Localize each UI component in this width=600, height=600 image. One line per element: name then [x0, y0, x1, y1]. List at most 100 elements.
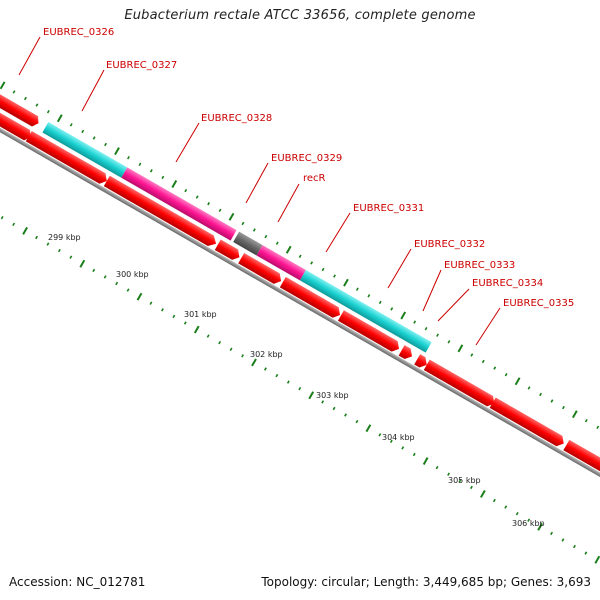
tick-mark — [550, 531, 553, 536]
tick-mark — [344, 413, 347, 417]
cds-0337[interactable] — [563, 439, 600, 477]
tick-mark — [172, 314, 176, 319]
tick-mark — [81, 129, 85, 134]
tick-mark — [35, 235, 38, 240]
cds-0332[interactable] — [337, 310, 402, 354]
tick-mark — [114, 147, 120, 156]
tick-mark — [193, 325, 200, 334]
tick-mark — [241, 354, 244, 358]
tick-mark — [470, 485, 473, 490]
gene-label-EUBREC_0326[interactable]: EUBREC_0326 — [43, 27, 114, 38]
tick-mark — [310, 261, 314, 265]
kbp-label-303: 303 kbp — [316, 391, 349, 400]
kbp-label-301: 301 kbp — [184, 310, 217, 319]
tick-mark — [493, 366, 497, 370]
tick-mark — [69, 123, 73, 127]
tick-mark — [103, 275, 107, 279]
tick-mark — [504, 505, 508, 509]
tick-mark — [355, 287, 359, 291]
tick-mark — [537, 522, 543, 531]
tick-mark — [206, 334, 210, 338]
tick-mark — [104, 142, 107, 147]
kbp-label-299: 299 kbp — [48, 233, 81, 242]
tick-mark — [127, 156, 130, 160]
tick-mark — [275, 373, 279, 378]
cds-0326[interactable] — [0, 107, 33, 142]
tick-mark — [527, 518, 531, 522]
cds-0328[interactable] — [103, 175, 219, 249]
gene-label-EUBREC_0331[interactable]: EUBREC_0331 — [353, 203, 424, 214]
tick-mark — [480, 489, 486, 498]
gene-EUBREC_0326-feature[interactable] — [0, 93, 41, 128]
gene-label-EUBREC_0328[interactable]: EUBREC_0328 — [201, 113, 272, 124]
cds-0334[interactable] — [414, 354, 430, 370]
gene-label-EUBREC_0332[interactable]: EUBREC_0332 — [414, 239, 485, 250]
cds-track — [0, 93, 600, 477]
gene-EUBREC_0328-feature[interactable] — [121, 167, 237, 241]
tick-mark — [22, 226, 28, 235]
gene-label-EUBREC_0335[interactable]: EUBREC_0335 — [503, 298, 574, 309]
cds-0327[interactable] — [25, 130, 110, 186]
tick-mark — [251, 358, 257, 367]
tick-mark — [286, 380, 290, 384]
tick-mark — [413, 320, 417, 324]
tick-mark — [527, 386, 531, 390]
tick-mark — [389, 439, 393, 443]
tick-mark — [422, 457, 429, 465]
tick-mark — [584, 551, 588, 555]
tick-mark — [218, 341, 222, 345]
tick-mark — [378, 300, 382, 305]
gene-label-EUBREC_0329[interactable]: EUBREC_0329 — [271, 153, 342, 164]
tick-mark — [264, 367, 267, 371]
gene-recR-feature[interactable] — [256, 245, 306, 281]
tick-mark — [46, 110, 50, 114]
tick-mark — [400, 311, 407, 320]
tick-mark — [228, 212, 235, 221]
tick-mark — [92, 136, 96, 140]
gene-EUBREC_0331-feature[interactable] — [299, 270, 432, 353]
tick-mark — [355, 419, 359, 424]
gene-label-EUBREC_0334[interactable]: EUBREC_0334 — [472, 278, 543, 289]
tick-mark — [514, 377, 521, 386]
cds-0335[interactable] — [423, 359, 498, 409]
tick-mark — [365, 424, 372, 433]
tick-mark — [69, 255, 73, 259]
kbp-label-300: 300 kbp — [116, 270, 149, 279]
tick-marks — [0, 81, 600, 564]
tick-mark — [594, 555, 600, 564]
tick-mark — [504, 373, 508, 377]
gene-label-recR[interactable]: recR — [303, 173, 326, 184]
tick-mark — [264, 234, 268, 239]
tick-mark — [161, 308, 164, 312]
tick-mark — [367, 294, 371, 298]
tick-mark — [35, 103, 39, 107]
tick-mark — [390, 307, 394, 311]
cds-0333[interactable] — [398, 345, 415, 361]
tick-mark — [161, 175, 165, 180]
tick-mark — [447, 472, 450, 476]
gene-EUBREC_0329-feature[interactable] — [233, 231, 263, 256]
tick-mark — [333, 274, 336, 278]
genome-backbone — [0, 118, 600, 481]
gene-label-EUBREC_0327[interactable]: EUBREC_0327 — [106, 60, 177, 71]
tick-mark — [195, 195, 199, 199]
tick-mark — [470, 353, 474, 357]
tick-mark — [401, 446, 405, 450]
tick-mark — [252, 228, 256, 232]
cds-0331[interactable] — [279, 276, 343, 320]
cds-recR[interactable] — [238, 252, 284, 286]
tick-mark — [149, 301, 153, 305]
tick-mark — [308, 391, 315, 400]
tick-mark — [447, 340, 451, 344]
gene-label-EUBREC_0333[interactable]: EUBREC_0333 — [444, 260, 515, 271]
tick-mark — [0, 81, 6, 90]
tick-mark — [515, 512, 519, 516]
tick-mark — [79, 259, 86, 268]
cds-0329[interactable] — [214, 239, 243, 263]
tick-mark — [343, 278, 349, 287]
tick-mark — [298, 387, 302, 391]
gene-EUBREC_0327-feature[interactable] — [42, 122, 128, 178]
cds-0336[interactable] — [489, 397, 567, 448]
tick-mark — [573, 544, 576, 549]
